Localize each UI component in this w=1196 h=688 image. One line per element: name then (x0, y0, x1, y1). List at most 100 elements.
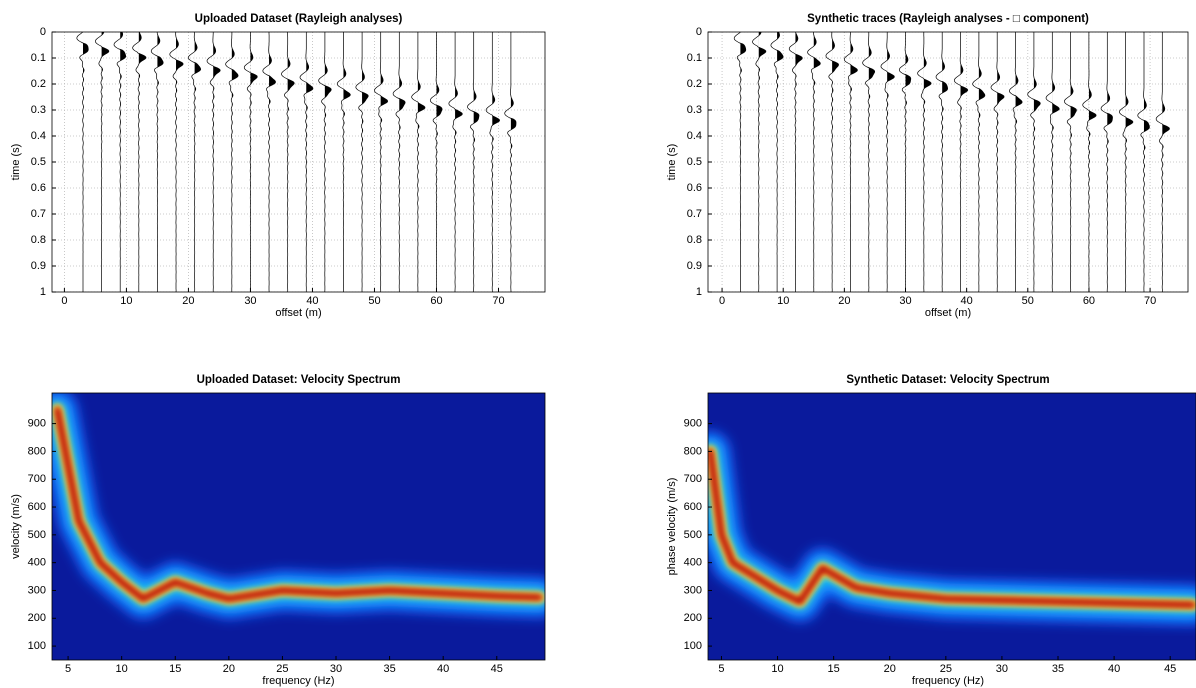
y-axis-label: velocity (m/s) (10, 494, 22, 559)
x-tick-label: 60 (430, 295, 442, 307)
panel: 5 10 15 20 25 30 35 40 45 100 200 300 400 500 600 700 80… (666, 374, 1196, 687)
trace (429, 32, 443, 292)
y-tick-label: 0.3 (31, 104, 46, 116)
plot-area (708, 393, 1196, 660)
y-tick-label: 400 (684, 557, 702, 569)
trace (225, 32, 239, 292)
plot-area (708, 32, 1188, 292)
trace-fill (343, 32, 351, 292)
x-tick-label: 10 (116, 663, 128, 675)
trace (132, 32, 147, 292)
trace-fill (101, 32, 109, 292)
y-tick-label: 700 (684, 473, 702, 485)
x-tick-label: 10 (771, 663, 783, 675)
dispersion-ridge (708, 450, 1194, 607)
x-tick-label: 20 (838, 295, 850, 307)
trace (1155, 32, 1170, 292)
x-tick-label: 45 (1164, 663, 1176, 675)
y-tick-label: 600 (684, 501, 702, 513)
y-axis-label: time (s) (10, 144, 22, 181)
trace (770, 32, 784, 292)
y-tick-label: 1 (40, 286, 46, 298)
trace (411, 32, 426, 292)
y-tick-label: 0.1 (31, 52, 46, 64)
x-tick-label: 70 (1144, 295, 1156, 307)
y-tick-label: 900 (28, 418, 46, 430)
y-tick-label: 0.7 (31, 208, 46, 220)
y-tick-label: 600 (28, 501, 46, 513)
y-tick-label: 700 (28, 473, 46, 485)
trace-fill (1033, 32, 1041, 292)
trace-fill (905, 32, 911, 292)
trace (336, 32, 351, 292)
trace (898, 32, 912, 292)
plot-area (52, 32, 545, 292)
y-tick-label: 0.4 (31, 130, 46, 142)
trace (880, 32, 895, 292)
trace (825, 32, 839, 292)
x-tick-label: 40 (437, 663, 449, 675)
trace (243, 32, 258, 292)
trace-fill (269, 32, 276, 292)
y-tick-label: 0.8 (31, 234, 46, 246)
y-tick-label: 900 (684, 418, 702, 430)
trace (862, 32, 876, 292)
trace-fill (362, 32, 369, 292)
trace-fill (176, 32, 184, 292)
trace-fill (1107, 32, 1113, 292)
x-tick-label: 25 (940, 663, 952, 675)
trace (990, 32, 1005, 292)
panel: 5 10 15 20 25 30 35 40 45 100 200 300 400 500 600 700 80… (10, 374, 546, 687)
x-tick-label: 50 (1022, 295, 1034, 307)
trace (752, 32, 767, 292)
trace (392, 32, 406, 292)
y-tick-label: 200 (684, 612, 702, 624)
trace (150, 32, 164, 292)
trace-fill (138, 32, 146, 292)
panel: 0 10 20 30 40 50 60 70 0 0.1 0.2 0.3 0.4 0.5 0.6 0.7 0.8… (666, 13, 1189, 319)
x-tick-label: 35 (1052, 663, 1064, 675)
y-tick-label: 1 (696, 286, 702, 298)
y-axis-label: time (s) (666, 144, 678, 181)
trace (113, 32, 127, 292)
trace (1008, 32, 1023, 292)
trace (1027, 32, 1041, 292)
dispersion-ridge (56, 408, 541, 601)
x-tick-label: 45 (491, 663, 503, 675)
trace (206, 32, 221, 292)
y-tick-label: 0.9 (687, 260, 702, 272)
y-tick-label: 0.8 (687, 234, 702, 246)
trace (299, 32, 314, 292)
trace (1064, 32, 1077, 292)
y-tick-label: 300 (684, 584, 702, 596)
y-tick-label: 400 (28, 557, 46, 569)
trace (95, 32, 110, 292)
trace (318, 32, 332, 292)
x-tick-label: 15 (828, 663, 840, 675)
y-tick-label: 0.5 (31, 156, 46, 168)
trace (262, 32, 276, 292)
x-axis-label: offset (m) (925, 307, 971, 319)
x-tick-label: 15 (169, 663, 181, 675)
trace (448, 32, 463, 292)
trace (485, 32, 500, 292)
trace-fill (473, 32, 479, 292)
x-tick-label: 30 (330, 663, 342, 675)
trace (188, 32, 202, 292)
chart-title: Synthetic traces (Rayleigh analyses - □ … (807, 13, 1089, 25)
x-tick-label: 40 (1108, 663, 1120, 675)
x-tick-label: 35 (383, 663, 395, 675)
x-tick-label: 50 (368, 295, 380, 307)
x-tick-label: 0 (61, 295, 67, 307)
y-tick-label: 0.5 (687, 156, 702, 168)
chart-title: Uploaded Dataset (Rayleigh analyses) (195, 13, 403, 25)
trace-fill (795, 32, 803, 292)
heatmap-background (52, 393, 545, 660)
axes-frame (51, 392, 546, 661)
x-tick-label: 20 (182, 295, 194, 307)
y-axis-label: phase velocity (m/s) (666, 478, 678, 576)
y-tick-label: 100 (28, 640, 46, 652)
trace-fill (287, 32, 295, 292)
trace (1045, 32, 1060, 292)
